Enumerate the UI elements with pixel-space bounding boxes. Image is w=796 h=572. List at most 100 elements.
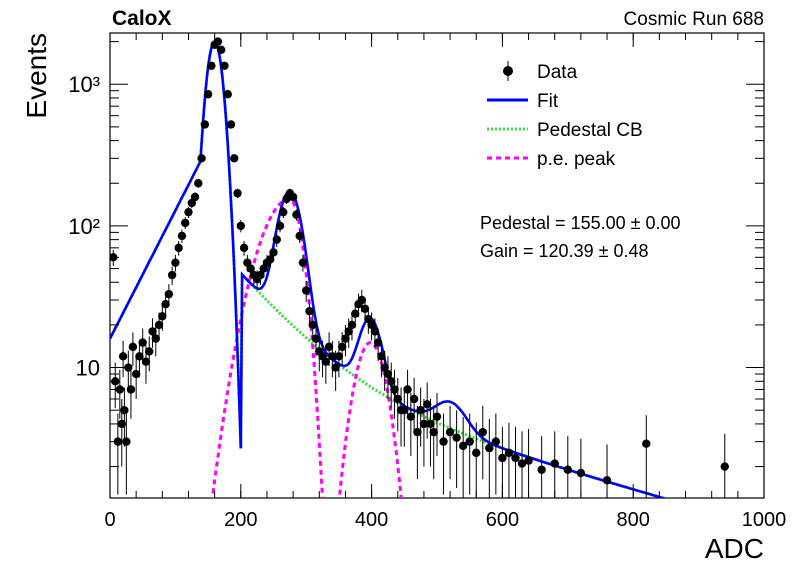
data-point <box>128 332 138 366</box>
y-tick-label: 10³ <box>68 72 100 97</box>
data-point <box>491 413 501 495</box>
data-point <box>298 254 308 272</box>
data-point <box>308 312 317 341</box>
data-point <box>190 192 200 203</box>
data-point <box>197 154 206 163</box>
data-point <box>118 340 128 378</box>
data-point <box>537 436 546 498</box>
data-point <box>439 413 448 495</box>
legend: Data Fit Pedestal CB p.e. peak <box>487 61 643 170</box>
data-point <box>387 362 396 409</box>
data-point <box>563 436 572 498</box>
data-point <box>184 206 193 218</box>
experiment-label: CaloX <box>112 7 172 30</box>
data-point <box>158 304 167 331</box>
data-point <box>126 369 136 419</box>
data-point <box>347 312 357 341</box>
data-point <box>167 266 177 285</box>
data-point <box>419 398 429 467</box>
data-point <box>216 45 226 55</box>
data-point <box>233 188 242 199</box>
data-point <box>151 324 160 357</box>
x-axis-label: ADC <box>705 533 764 564</box>
data-point <box>400 387 409 447</box>
data-point <box>511 426 520 498</box>
data-point <box>642 415 651 498</box>
x-tick-label: 0 <box>104 509 115 531</box>
data-point <box>177 229 187 243</box>
x-tick-label: 1000 <box>742 509 787 531</box>
data-point <box>295 229 304 243</box>
data-point <box>292 209 301 221</box>
data-point <box>432 392 442 456</box>
data-point <box>120 387 129 447</box>
pedestal-result: Pedestal = 155.00 ± 0.00 <box>480 213 681 233</box>
data-point <box>194 179 203 188</box>
data-point <box>452 410 461 489</box>
data-point <box>226 120 236 129</box>
data-point <box>377 340 386 378</box>
data-point <box>161 293 170 318</box>
run-label: Cosmic Run 688 <box>624 9 764 30</box>
data-point <box>115 369 125 419</box>
data-point <box>111 362 120 409</box>
data-point <box>272 233 281 247</box>
data-point <box>393 377 402 432</box>
data-point <box>236 220 245 233</box>
axes: 0 200 400 600 800 1000 10 10² 10³ <box>68 33 786 531</box>
data-point <box>328 340 337 378</box>
plot-frame <box>109 32 765 499</box>
data-point <box>302 280 311 302</box>
data-point <box>171 254 180 272</box>
legend-label: Pedestal CB <box>537 120 643 141</box>
data-point <box>517 431 527 498</box>
data-point <box>203 90 213 99</box>
legend-item-fit: Fit <box>487 91 559 112</box>
data-point <box>269 245 278 261</box>
data-point <box>279 206 288 218</box>
data-point <box>380 350 389 391</box>
data-point <box>239 240 249 256</box>
data-point <box>416 387 425 447</box>
y-axis-label: Events <box>21 33 52 119</box>
data-point <box>230 154 239 163</box>
x-tick-label: 600 <box>486 509 519 531</box>
data-point <box>472 422 481 498</box>
data-point <box>321 345 331 384</box>
pe-peak-1-curve <box>210 197 325 498</box>
data-point <box>458 417 468 498</box>
data-point <box>485 418 494 498</box>
data-point <box>207 61 216 70</box>
gain-result: Gain = 120.39 ± 0.48 <box>480 241 649 261</box>
data-point <box>413 405 422 480</box>
data-point <box>122 413 131 495</box>
data-point <box>288 192 298 203</box>
data-point <box>124 350 133 391</box>
data-point <box>465 413 474 495</box>
data-point <box>406 392 416 456</box>
data-point <box>367 312 376 341</box>
data-point <box>390 369 399 419</box>
fit-curves <box>110 39 669 498</box>
y-tick-label: 10 <box>76 356 100 381</box>
data-point <box>200 120 210 129</box>
data-point <box>324 332 334 366</box>
data-point <box>174 240 183 256</box>
data-point <box>403 369 412 419</box>
legend-item-data: Data <box>503 61 578 83</box>
data-point <box>275 220 285 233</box>
data-point <box>181 217 190 230</box>
data-point <box>138 328 147 361</box>
data-point <box>131 356 141 399</box>
legend-label: Fit <box>537 91 559 112</box>
data-point <box>445 405 455 480</box>
data-point <box>409 377 419 432</box>
data-point <box>135 340 144 378</box>
data-point <box>305 299 314 325</box>
data-point <box>223 90 232 99</box>
legend-item-pedestal: Pedestal CB <box>487 120 643 141</box>
data-point <box>213 37 223 46</box>
data-point <box>220 61 229 70</box>
